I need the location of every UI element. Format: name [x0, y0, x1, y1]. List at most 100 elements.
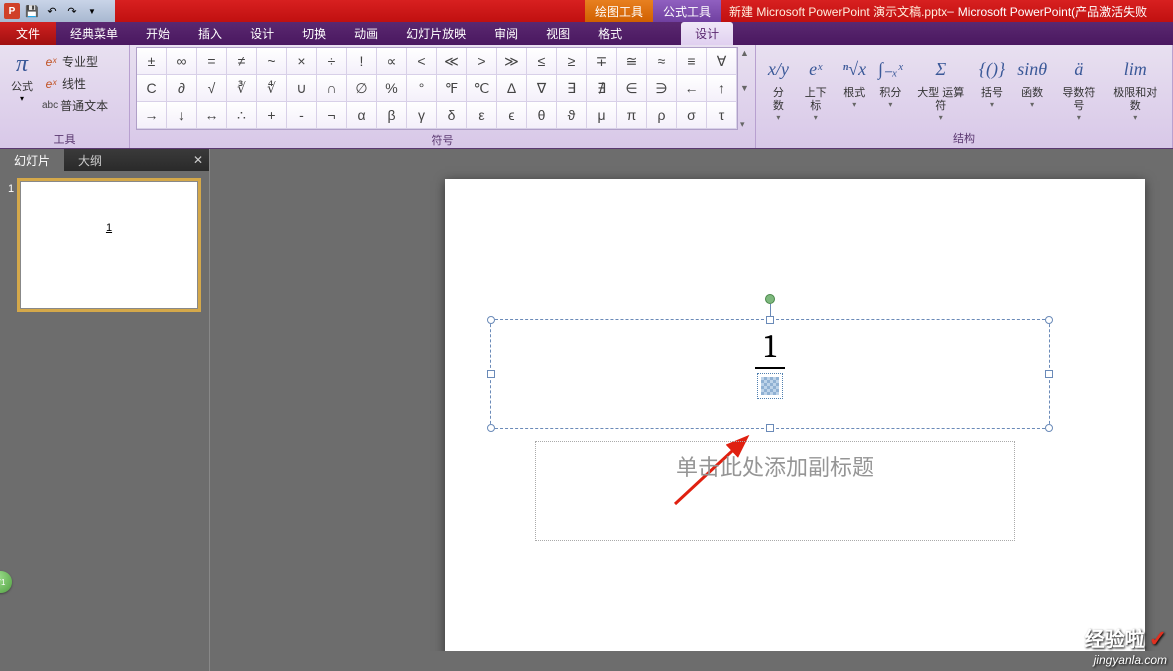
symbol-button[interactable]: σ	[677, 102, 707, 129]
symbol-button[interactable]: ϵ	[497, 102, 527, 129]
equation-button[interactable]: π 公式 ▾	[6, 47, 38, 129]
professional-button[interactable]: eˣ专业型	[38, 51, 112, 72]
symbol-button[interactable]: ↔	[197, 102, 227, 129]
slide-thumbnail-1[interactable]: 1 1	[8, 181, 201, 309]
symbol-button[interactable]: π	[617, 102, 647, 129]
tab-equation-design[interactable]: 设计	[681, 22, 733, 45]
symbol-button[interactable]: ϑ	[557, 102, 587, 129]
save-icon[interactable]: 💾	[24, 3, 40, 19]
symbol-button[interactable]: ℃	[467, 75, 497, 102]
tab-view[interactable]: 视图	[532, 22, 584, 45]
handle-bl[interactable]	[487, 424, 495, 432]
struct-large-button[interactable]: Σ大型 运算符▾	[909, 49, 973, 128]
struct-integral-button[interactable]: ∫₋ₓˣ积分▾	[872, 49, 909, 128]
symbol-button[interactable]: α	[347, 102, 377, 129]
symbol-button[interactable]: ≪	[437, 48, 467, 75]
symbol-button[interactable]: ≫	[497, 48, 527, 75]
app-icon[interactable]: P	[4, 3, 20, 19]
symbol-button[interactable]: ∀	[707, 48, 737, 75]
panel-tab-outline[interactable]: 大纲	[64, 149, 116, 171]
slide[interactable]: 1 单击此处添加副标题	[445, 179, 1145, 651]
symbol-button[interactable]: √	[197, 75, 227, 102]
handle-br[interactable]	[1045, 424, 1053, 432]
equation-fraction[interactable]: 1	[755, 328, 785, 399]
symbol-scroll-down-icon[interactable]: ▼	[740, 83, 749, 93]
symbol-button[interactable]: ≠	[227, 48, 257, 75]
symbol-button[interactable]: μ	[587, 102, 617, 129]
symbol-button[interactable]: ≅	[617, 48, 647, 75]
handle-ml[interactable]	[487, 370, 495, 378]
plaintext-button[interactable]: abc普通文本	[38, 95, 112, 116]
tab-format[interactable]: 格式	[584, 22, 636, 45]
symbol-button[interactable]: δ	[437, 102, 467, 129]
struct-script-button[interactable]: eˣ上下标▾	[795, 49, 837, 128]
symbol-button[interactable]: ∅	[347, 75, 377, 102]
struct-function-button[interactable]: sinθ函数▾	[1011, 49, 1053, 128]
handle-tl[interactable]	[487, 316, 495, 324]
handle-mr[interactable]	[1045, 370, 1053, 378]
symbol-button[interactable]: C	[137, 75, 167, 102]
symbol-button[interactable]: ∴	[227, 102, 257, 129]
formula-tools-tab[interactable]: 公式工具	[653, 0, 721, 22]
symbol-button[interactable]: ∓	[587, 48, 617, 75]
symbol-button[interactable]: ÷	[317, 48, 347, 75]
struct-accent-button[interactable]: ä导数符号▾	[1053, 49, 1105, 128]
panel-close-icon[interactable]: ✕	[193, 153, 203, 167]
symbol-button[interactable]: ≤	[527, 48, 557, 75]
symbol-more-icon[interactable]: ▾	[740, 119, 749, 130]
tab-slideshow[interactable]: 幻灯片放映	[392, 22, 480, 45]
symbol-scroll-up-icon[interactable]: ▲	[740, 48, 749, 58]
symbol-button[interactable]: ∃	[557, 75, 587, 102]
symbol-button[interactable]: °	[407, 75, 437, 102]
symbol-button[interactable]: →	[137, 102, 167, 129]
symbol-button[interactable]: ℉	[437, 75, 467, 102]
symbol-button[interactable]: ∈	[617, 75, 647, 102]
symbol-button[interactable]: θ	[527, 102, 557, 129]
symbol-button[interactable]: τ	[707, 102, 737, 129]
symbol-button[interactable]: +	[257, 102, 287, 129]
symbol-button[interactable]: ∆	[497, 75, 527, 102]
struct-bracket-button[interactable]: {()}括号▾	[973, 49, 1011, 128]
symbol-button[interactable]: ∇	[527, 75, 557, 102]
struct-limit-button[interactable]: lim极限和对数▾	[1105, 49, 1166, 128]
title-placeholder[interactable]: 1	[490, 319, 1050, 429]
tab-classic[interactable]: 经典菜单	[56, 22, 132, 45]
tab-animation[interactable]: 动画	[340, 22, 392, 45]
tab-insert[interactable]: 插入	[184, 22, 236, 45]
linear-button[interactable]: eˣ线性	[38, 73, 112, 94]
symbol-button[interactable]: ∂	[167, 75, 197, 102]
struct-radical-button[interactable]: ⁿ√x根式▾	[837, 49, 873, 128]
symbol-button[interactable]: ±	[137, 48, 167, 75]
symbol-button[interactable]: ∝	[377, 48, 407, 75]
fraction-numerator[interactable]: 1	[755, 328, 785, 365]
symbol-button[interactable]: ¬	[317, 102, 347, 129]
symbol-button[interactable]: γ	[407, 102, 437, 129]
handle-bm[interactable]	[766, 424, 774, 432]
symbol-button[interactable]: ↓	[167, 102, 197, 129]
symbol-button[interactable]: ∛	[227, 75, 257, 102]
struct-fraction-button[interactable]: x/y分数▾	[762, 49, 795, 128]
symbol-button[interactable]: ∋	[647, 75, 677, 102]
symbol-button[interactable]: !	[347, 48, 377, 75]
symbol-button[interactable]: <	[407, 48, 437, 75]
symbol-button[interactable]: ~	[257, 48, 287, 75]
symbol-button[interactable]: ∞	[167, 48, 197, 75]
symbol-button[interactable]: ρ	[647, 102, 677, 129]
tab-file[interactable]: 文件	[0, 22, 56, 45]
tab-transition[interactable]: 切换	[288, 22, 340, 45]
symbol-button[interactable]: ≥	[557, 48, 587, 75]
panel-tab-slides[interactable]: 幻灯片	[0, 149, 64, 171]
symbol-button[interactable]: >	[467, 48, 497, 75]
symbol-button[interactable]: =	[197, 48, 227, 75]
undo-icon[interactable]: ↶	[44, 3, 60, 19]
symbol-button[interactable]: ∪	[287, 75, 317, 102]
symbol-button[interactable]: ×	[287, 48, 317, 75]
rotate-handle[interactable]	[765, 294, 775, 304]
redo-icon[interactable]: ↷	[64, 3, 80, 19]
symbol-button[interactable]: -	[287, 102, 317, 129]
handle-tm[interactable]	[766, 316, 774, 324]
symbol-button[interactable]: ↑	[707, 75, 737, 102]
fraction-denominator-placeholder[interactable]	[757, 373, 783, 399]
symbol-button[interactable]: ←	[677, 75, 707, 102]
drawing-tools-tab[interactable]: 绘图工具	[585, 0, 653, 22]
